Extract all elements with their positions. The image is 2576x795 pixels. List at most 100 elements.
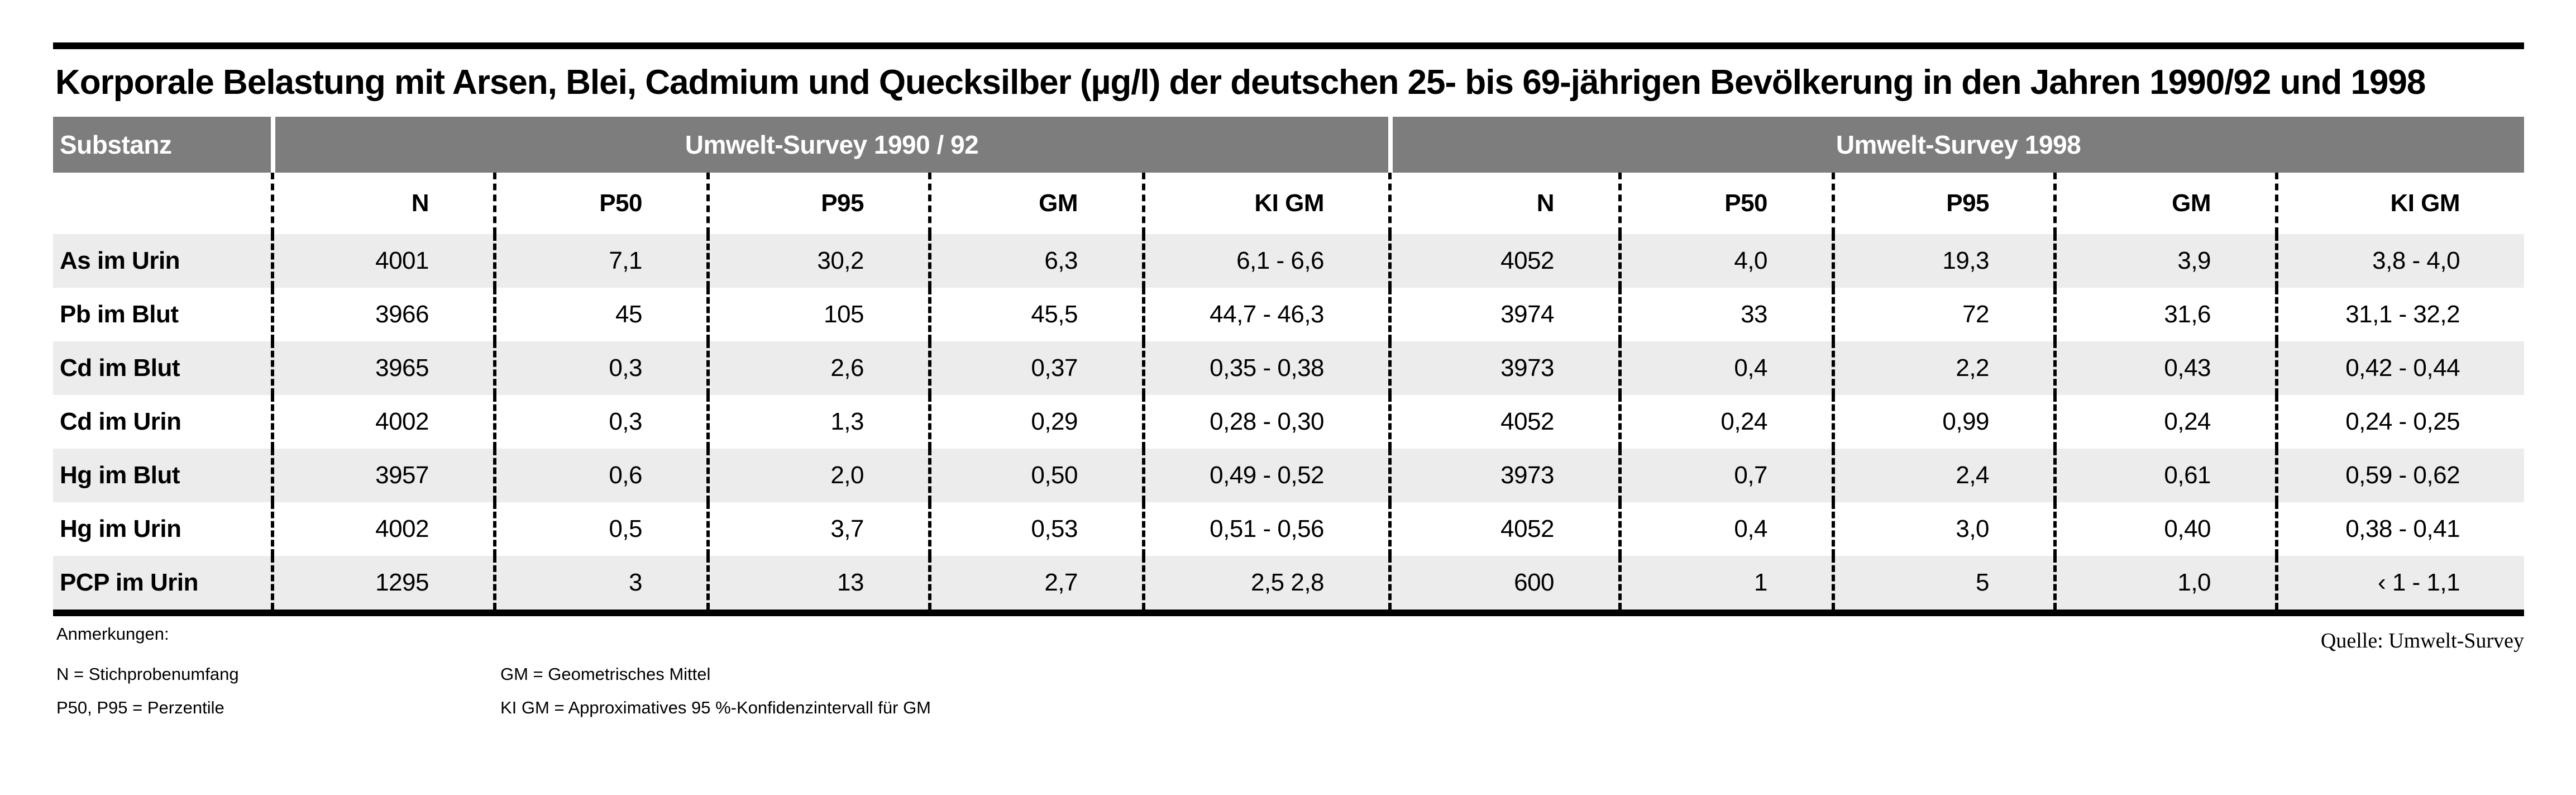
table-row-pb-blut: Pb im Blut 3966 45 105 45,5 44,7 - 46,3 … bbox=[53, 288, 2525, 341]
value-cell: 2,7 bbox=[928, 556, 1142, 610]
value-cell: 6,3 bbox=[928, 234, 1142, 288]
value-cell: 3,0 bbox=[1832, 502, 2053, 556]
group-header-row: Substanz Umwelt-Survey 1990 / 92 Umwelt-… bbox=[53, 117, 2525, 173]
column-header-kigm-1998: KI GM bbox=[2275, 173, 2525, 234]
survey-data-table: Substanz Umwelt-Survey 1990 / 92 Umwelt-… bbox=[53, 117, 2525, 610]
footnote-percentile: P50, P95 = Perzentile bbox=[56, 698, 224, 717]
value-cell: 0,24 - 0,25 bbox=[2275, 395, 2524, 449]
value-cell: 0,5 bbox=[493, 502, 706, 556]
substance-label: Pb im Blut bbox=[60, 301, 179, 328]
value-cell: 72 bbox=[1832, 288, 2053, 341]
value-cell: 0,37 bbox=[928, 341, 1142, 395]
column-header-gm-1998: GM bbox=[2053, 173, 2276, 234]
value-cell: 0,29 bbox=[928, 395, 1142, 449]
substance-label: Cd im Blut bbox=[60, 354, 180, 382]
value-cell: 4002 bbox=[271, 395, 493, 449]
substanz-header: Substanz bbox=[53, 117, 271, 173]
substance-label: Hg im Blut bbox=[60, 461, 180, 489]
value-cell: ‹ 1 - 1,1 bbox=[2275, 556, 2524, 610]
value-cell: 1,3 bbox=[706, 395, 928, 449]
table-row-as-urin: As im Urin 4001 7,1 30,2 6,3 6,1 - 6,6 4… bbox=[53, 234, 2525, 288]
value-cell: 2,0 bbox=[706, 449, 928, 502]
value-cell: 3973 bbox=[1388, 449, 1618, 502]
value-cell: 2,5 2,8 bbox=[1142, 556, 1388, 610]
value-cell: 30,2 bbox=[706, 234, 928, 288]
table-row-cd-urin: Cd im Urin 4002 0,3 1,3 0,29 0,28 - 0,30… bbox=[53, 395, 2525, 449]
value-cell: 3973 bbox=[1388, 341, 1618, 395]
value-cell: 45 bbox=[493, 288, 706, 341]
value-cell: 0,43 bbox=[2053, 341, 2275, 395]
value-cell: 3974 bbox=[1388, 288, 1618, 341]
value-cell: 0,38 - 0,41 bbox=[2275, 502, 2524, 556]
table-row-hg-urin: Hg im Urin 4002 0,5 3,7 0,53 0,51 - 0,56… bbox=[53, 502, 2525, 556]
value-cell: 7,1 bbox=[493, 234, 706, 288]
substance-label: PCP im Urin bbox=[60, 569, 198, 596]
value-cell: 0,4 bbox=[1618, 341, 1832, 395]
substance-label: As im Urin bbox=[60, 247, 180, 274]
value-cell: 0,49 - 0,52 bbox=[1142, 449, 1388, 502]
value-cell: 0,53 bbox=[928, 502, 1142, 556]
value-cell: 1,0 bbox=[2053, 556, 2275, 610]
column-header-p95-1998: P95 bbox=[1832, 173, 2054, 234]
column-header-empty bbox=[53, 173, 271, 234]
value-cell: 2,6 bbox=[706, 341, 928, 395]
value-cell: 3,8 - 4,0 bbox=[2275, 234, 2524, 288]
value-cell: 4001 bbox=[271, 234, 493, 288]
value-cell: 0,40 bbox=[2053, 502, 2275, 556]
value-cell: 3966 bbox=[271, 288, 493, 341]
top-rule bbox=[53, 42, 2524, 49]
column-header-kigm-1990: KI GM bbox=[1142, 173, 1389, 234]
column-header-p50-1998: P50 bbox=[1618, 173, 1832, 234]
footer: Anmerkungen: N = Stichprobenumfang GM = … bbox=[53, 624, 2524, 718]
source-note: Quelle: Umwelt-Survey bbox=[2320, 629, 2524, 653]
column-header-row: N P50 P95 GM KI GM N P50 P95 GM KI GM bbox=[53, 173, 2525, 234]
value-cell: 0,3 bbox=[493, 395, 706, 449]
value-cell: 0,6 bbox=[493, 449, 706, 502]
value-cell: 1295 bbox=[271, 556, 493, 610]
value-cell: 0,99 bbox=[1832, 395, 2053, 449]
footnote-kigm: KI GM = Approximatives 95 %-Konfidenzint… bbox=[500, 698, 931, 717]
value-cell: 600 bbox=[1388, 556, 1618, 610]
value-cell: 2,2 bbox=[1832, 341, 2053, 395]
column-header-gm-1990: GM bbox=[928, 173, 1142, 234]
value-cell: 0,4 bbox=[1618, 502, 1832, 556]
value-cell: 33 bbox=[1618, 288, 1832, 341]
footnote-heading: Anmerkungen: bbox=[56, 624, 169, 644]
value-cell: 0,50 bbox=[928, 449, 1142, 502]
group-header-1998: Umwelt-Survey 1998 bbox=[1388, 117, 2525, 173]
value-cell: 3 bbox=[493, 556, 706, 610]
value-cell: 0,35 - 0,38 bbox=[1142, 341, 1388, 395]
column-header-n-1998: N bbox=[1388, 173, 1619, 234]
value-cell: 3,9 bbox=[2053, 234, 2275, 288]
substance-label: Cd im Urin bbox=[60, 408, 181, 435]
value-cell: 45,5 bbox=[928, 288, 1142, 341]
value-cell: 2,4 bbox=[1832, 449, 2053, 502]
bottom-rule bbox=[53, 610, 2524, 616]
column-header-p95-1990: P95 bbox=[706, 173, 928, 234]
value-cell: 31,6 bbox=[2053, 288, 2275, 341]
group-header-1990-92: Umwelt-Survey 1990 / 92 bbox=[271, 117, 1389, 173]
value-cell: 44,7 - 46,3 bbox=[1142, 288, 1388, 341]
column-header-p50-1990: P50 bbox=[493, 173, 706, 234]
page: Korporale Belastung mit Arsen, Blei, Cad… bbox=[0, 42, 2576, 795]
page-title: Korporale Belastung mit Arsen, Blei, Cad… bbox=[55, 63, 2426, 102]
value-cell: 6,1 - 6,6 bbox=[1142, 234, 1388, 288]
value-cell: 0,24 bbox=[2053, 395, 2275, 449]
value-cell: 0,28 - 0,30 bbox=[1142, 395, 1388, 449]
footnote-n: N = Stichprobenumfang bbox=[56, 664, 239, 684]
value-cell: 19,3 bbox=[1832, 234, 2053, 288]
substance-label: Hg im Urin bbox=[60, 515, 181, 542]
value-cell: 4,0 bbox=[1618, 234, 1832, 288]
value-cell: 4052 bbox=[1388, 395, 1618, 449]
value-cell: 0,24 bbox=[1618, 395, 1832, 449]
table-row-pcp-urin: PCP im Urin 1295 3 13 2,7 2,5 2,8 600 1 … bbox=[53, 556, 2525, 610]
value-cell: 0,7 bbox=[1618, 449, 1832, 502]
value-cell: 4052 bbox=[1388, 502, 1618, 556]
table-row-hg-blut: Hg im Blut 3957 0,6 2,0 0,50 0,49 - 0,52… bbox=[53, 449, 2525, 502]
column-header-n-1990: N bbox=[271, 173, 493, 234]
footnotes: Anmerkungen: N = Stichprobenumfang GM = … bbox=[53, 624, 2524, 718]
value-cell: 3,7 bbox=[706, 502, 928, 556]
value-cell: 3965 bbox=[271, 341, 493, 395]
value-cell: 0,59 - 0,62 bbox=[2275, 449, 2524, 502]
value-cell: 13 bbox=[706, 556, 928, 610]
